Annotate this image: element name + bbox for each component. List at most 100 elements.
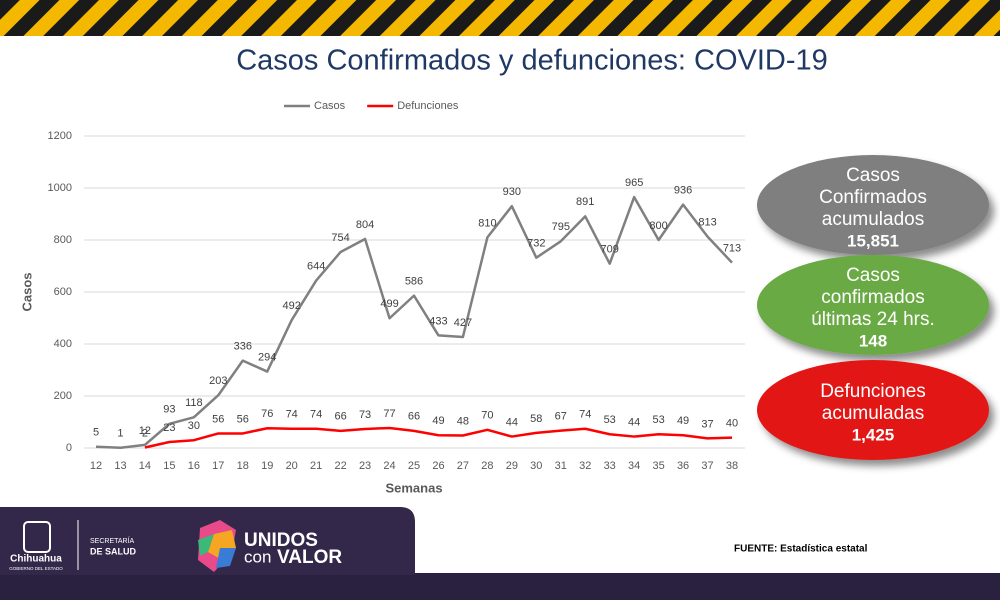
x-tick-label: 22 — [334, 460, 346, 472]
campaign-2: con — [244, 547, 271, 566]
data-label: 930 — [503, 186, 521, 198]
state-emblem — [23, 521, 51, 553]
data-label: 56 — [237, 413, 249, 425]
data-label: 40 — [726, 418, 738, 430]
data-label: 37 — [701, 418, 713, 430]
summary-group: CasosConfirmadosacumulados15,851Casoscon… — [757, 155, 989, 460]
data-label: 294 — [258, 351, 276, 363]
data-label: 58 — [530, 413, 542, 425]
y-axis-title: Casos — [19, 272, 34, 311]
summary-value: 1,425 — [852, 425, 895, 444]
data-label: 492 — [283, 300, 301, 312]
campaign-1: UNIDOS — [244, 530, 318, 551]
data-label: 336 — [234, 341, 252, 353]
data-label: 804 — [356, 219, 374, 231]
series-line — [144, 426, 733, 449]
data-label: 67 — [555, 410, 567, 422]
hazard-stripe — [0, 0, 1000, 36]
y-tick-label: 0 — [66, 442, 72, 454]
data-label: 427 — [454, 317, 472, 329]
data-label: 813 — [698, 217, 716, 229]
x-tick-label: 32 — [579, 460, 591, 472]
x-tick-label: 19 — [261, 460, 273, 472]
x-tick-label: 37 — [701, 460, 713, 472]
data-label: 49 — [432, 415, 444, 427]
x-tick-label: 20 — [286, 460, 298, 472]
x-tick-label: 29 — [506, 460, 518, 472]
data-label: 73 — [359, 409, 371, 421]
data-label: 70 — [481, 410, 493, 422]
data-label: 936 — [674, 185, 692, 197]
data-label: 53 — [604, 414, 616, 426]
data-label: 499 — [380, 298, 398, 310]
x-tick-label: 26 — [432, 460, 444, 472]
data-label: 118 — [185, 397, 203, 409]
government: GOBIERNO DEL ESTADO — [9, 566, 63, 571]
data-label: 810 — [478, 217, 496, 229]
summary-label: Defunciones — [820, 381, 926, 402]
data-label: 1 — [117, 428, 123, 440]
x-tick-label: 23 — [359, 460, 371, 472]
data-label: 709 — [601, 244, 619, 256]
x-tick-label: 38 — [726, 460, 738, 472]
summary-label: Confirmados — [819, 187, 927, 208]
data-label: 66 — [408, 411, 420, 423]
y-tick-label: 800 — [54, 234, 72, 246]
data-label: 74 — [310, 409, 322, 421]
series-line — [95, 195, 733, 449]
campaign-3: VALOR — [277, 547, 342, 568]
data-label: 732 — [527, 238, 545, 250]
y-tick-label: 400 — [54, 338, 72, 350]
data-label: 74 — [579, 409, 591, 421]
x-tick-label: 14 — [139, 460, 151, 472]
x-tick-label: 24 — [383, 460, 395, 472]
data-label: 44 — [628, 416, 640, 428]
ministry-1: SECRETARÍA — [90, 536, 135, 545]
x-tick-label: 21 — [310, 460, 322, 472]
ministry-2: DE SALUD — [90, 546, 137, 556]
x-tick-label: 33 — [604, 460, 616, 472]
data-label: 53 — [652, 414, 664, 426]
x-tick-label: 18 — [237, 460, 249, 472]
legend-label: Defunciones — [397, 100, 459, 112]
data-label: 713 — [723, 243, 741, 255]
x-tick-label: 17 — [212, 460, 224, 472]
slide-title: Casos Confirmados y defunciones: COVID-1… — [236, 45, 828, 77]
data-label: 77 — [383, 408, 395, 420]
data-label: 644 — [307, 260, 325, 272]
source-note: FUENTE: Estadística estatal — [734, 544, 868, 555]
data-label: 965 — [625, 177, 643, 189]
data-label: 800 — [649, 220, 667, 232]
summary-label: acumulados — [822, 209, 924, 230]
data-label: 795 — [552, 221, 570, 233]
data-label: 49 — [677, 415, 689, 427]
legend-label: Casos — [314, 100, 346, 112]
data-label: 48 — [457, 415, 469, 427]
data-label: 30 — [188, 420, 200, 432]
x-tick-label: 25 — [408, 460, 420, 472]
data-label: 754 — [331, 232, 349, 244]
state-name: Chihuahua — [10, 554, 62, 565]
x-tick-label: 27 — [457, 460, 469, 472]
x-axis-title: Semanas — [385, 480, 442, 495]
summary-label: últimas 24 hrs. — [811, 309, 935, 330]
data-label: 23 — [163, 422, 175, 434]
data-label: 74 — [286, 409, 298, 421]
data-label: 76 — [261, 408, 273, 420]
x-tick-label: 34 — [628, 460, 640, 472]
campaign-logo — [198, 520, 236, 572]
summary-label: confirmados — [821, 287, 925, 308]
bottom-band — [0, 573, 1000, 600]
summary-oval — [757, 255, 989, 355]
x-tick-label: 28 — [481, 460, 493, 472]
summary-label: Casos — [846, 165, 900, 186]
data-label: 586 — [405, 276, 423, 288]
data-label: 2 — [142, 427, 148, 439]
data-label: 5 — [93, 427, 99, 439]
x-tick-label: 16 — [188, 460, 200, 472]
summary-oval — [757, 360, 989, 460]
x-tick-label: 30 — [530, 460, 542, 472]
y-tick-label: 600 — [54, 286, 72, 298]
data-label: 66 — [334, 411, 346, 423]
